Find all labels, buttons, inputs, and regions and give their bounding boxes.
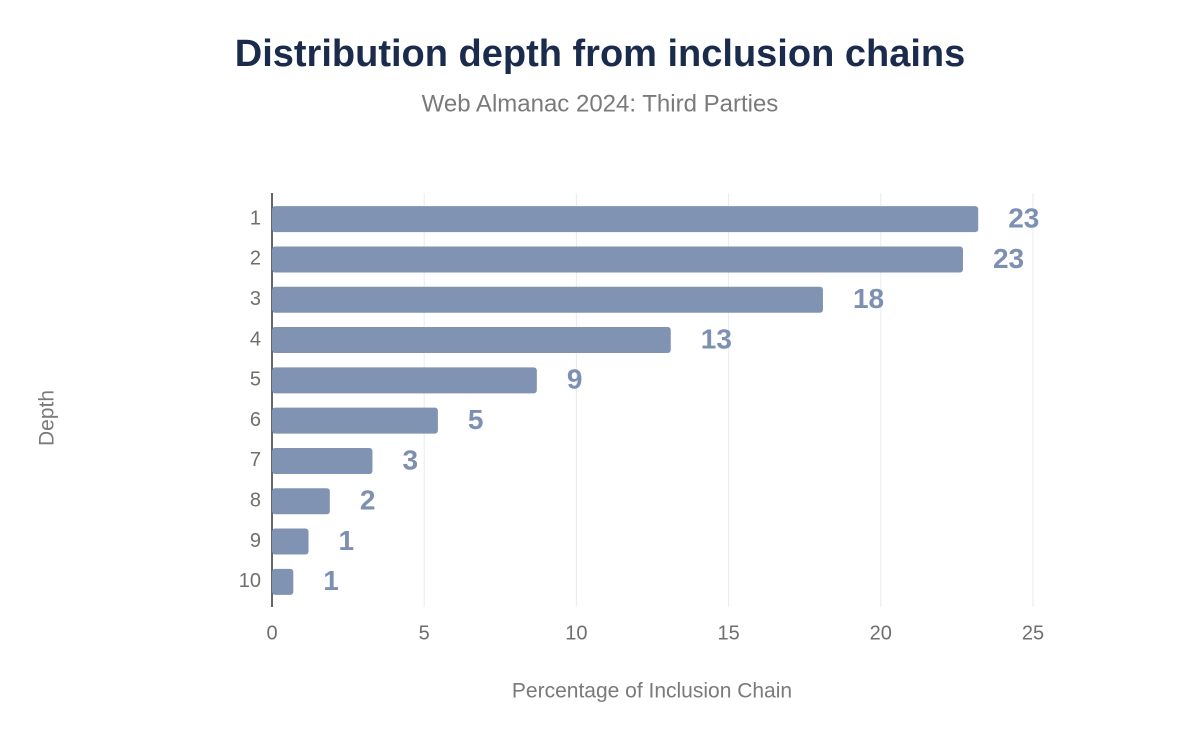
- y-tick-label: 1: [250, 207, 261, 229]
- value-label: 18: [853, 283, 884, 314]
- y-tick-label: 5: [250, 369, 261, 391]
- y-tick-label: 3: [250, 288, 261, 310]
- bar: [272, 568, 294, 595]
- value-label: 1: [323, 565, 339, 596]
- y-tick-label: 6: [250, 409, 261, 431]
- bar: [272, 327, 671, 354]
- value-label: 13: [701, 323, 732, 354]
- x-tick-label: 10: [565, 622, 587, 644]
- x-tick-label: 0: [266, 622, 277, 644]
- bar: [272, 286, 823, 313]
- bar: [272, 488, 330, 515]
- x-tick-label: 15: [717, 622, 739, 644]
- y-tick-label: 4: [250, 328, 261, 350]
- y-axis-label: Depth: [36, 390, 59, 446]
- y-tick-label: 7: [250, 449, 261, 471]
- value-label: 23: [993, 243, 1024, 274]
- value-label: 3: [402, 444, 418, 475]
- x-tick-label: 5: [419, 622, 430, 644]
- y-tick-label: 2: [250, 248, 261, 270]
- x-tick-label: 20: [870, 622, 892, 644]
- x-tick-label: 25: [1022, 622, 1044, 644]
- bar: [272, 367, 537, 394]
- value-label: 23: [1008, 203, 1039, 234]
- bar: [272, 407, 438, 434]
- value-label: 2: [360, 485, 376, 516]
- chart-title: Distribution depth from inclusion chains: [235, 33, 965, 75]
- bar: [272, 246, 963, 273]
- chart-subtitle: Web Almanac 2024: Third Parties: [422, 90, 779, 117]
- y-tick-label: 10: [239, 570, 261, 592]
- value-label: 9: [567, 364, 583, 395]
- x-axis-label: Percentage of Inclusion Chain: [512, 680, 792, 703]
- bar: [272, 206, 979, 233]
- y-tick-label: 8: [250, 490, 261, 512]
- bar: [272, 447, 373, 474]
- y-tick-label: 9: [250, 530, 261, 552]
- bar: [272, 528, 309, 555]
- value-label: 5: [468, 404, 484, 435]
- value-label: 1: [339, 525, 355, 556]
